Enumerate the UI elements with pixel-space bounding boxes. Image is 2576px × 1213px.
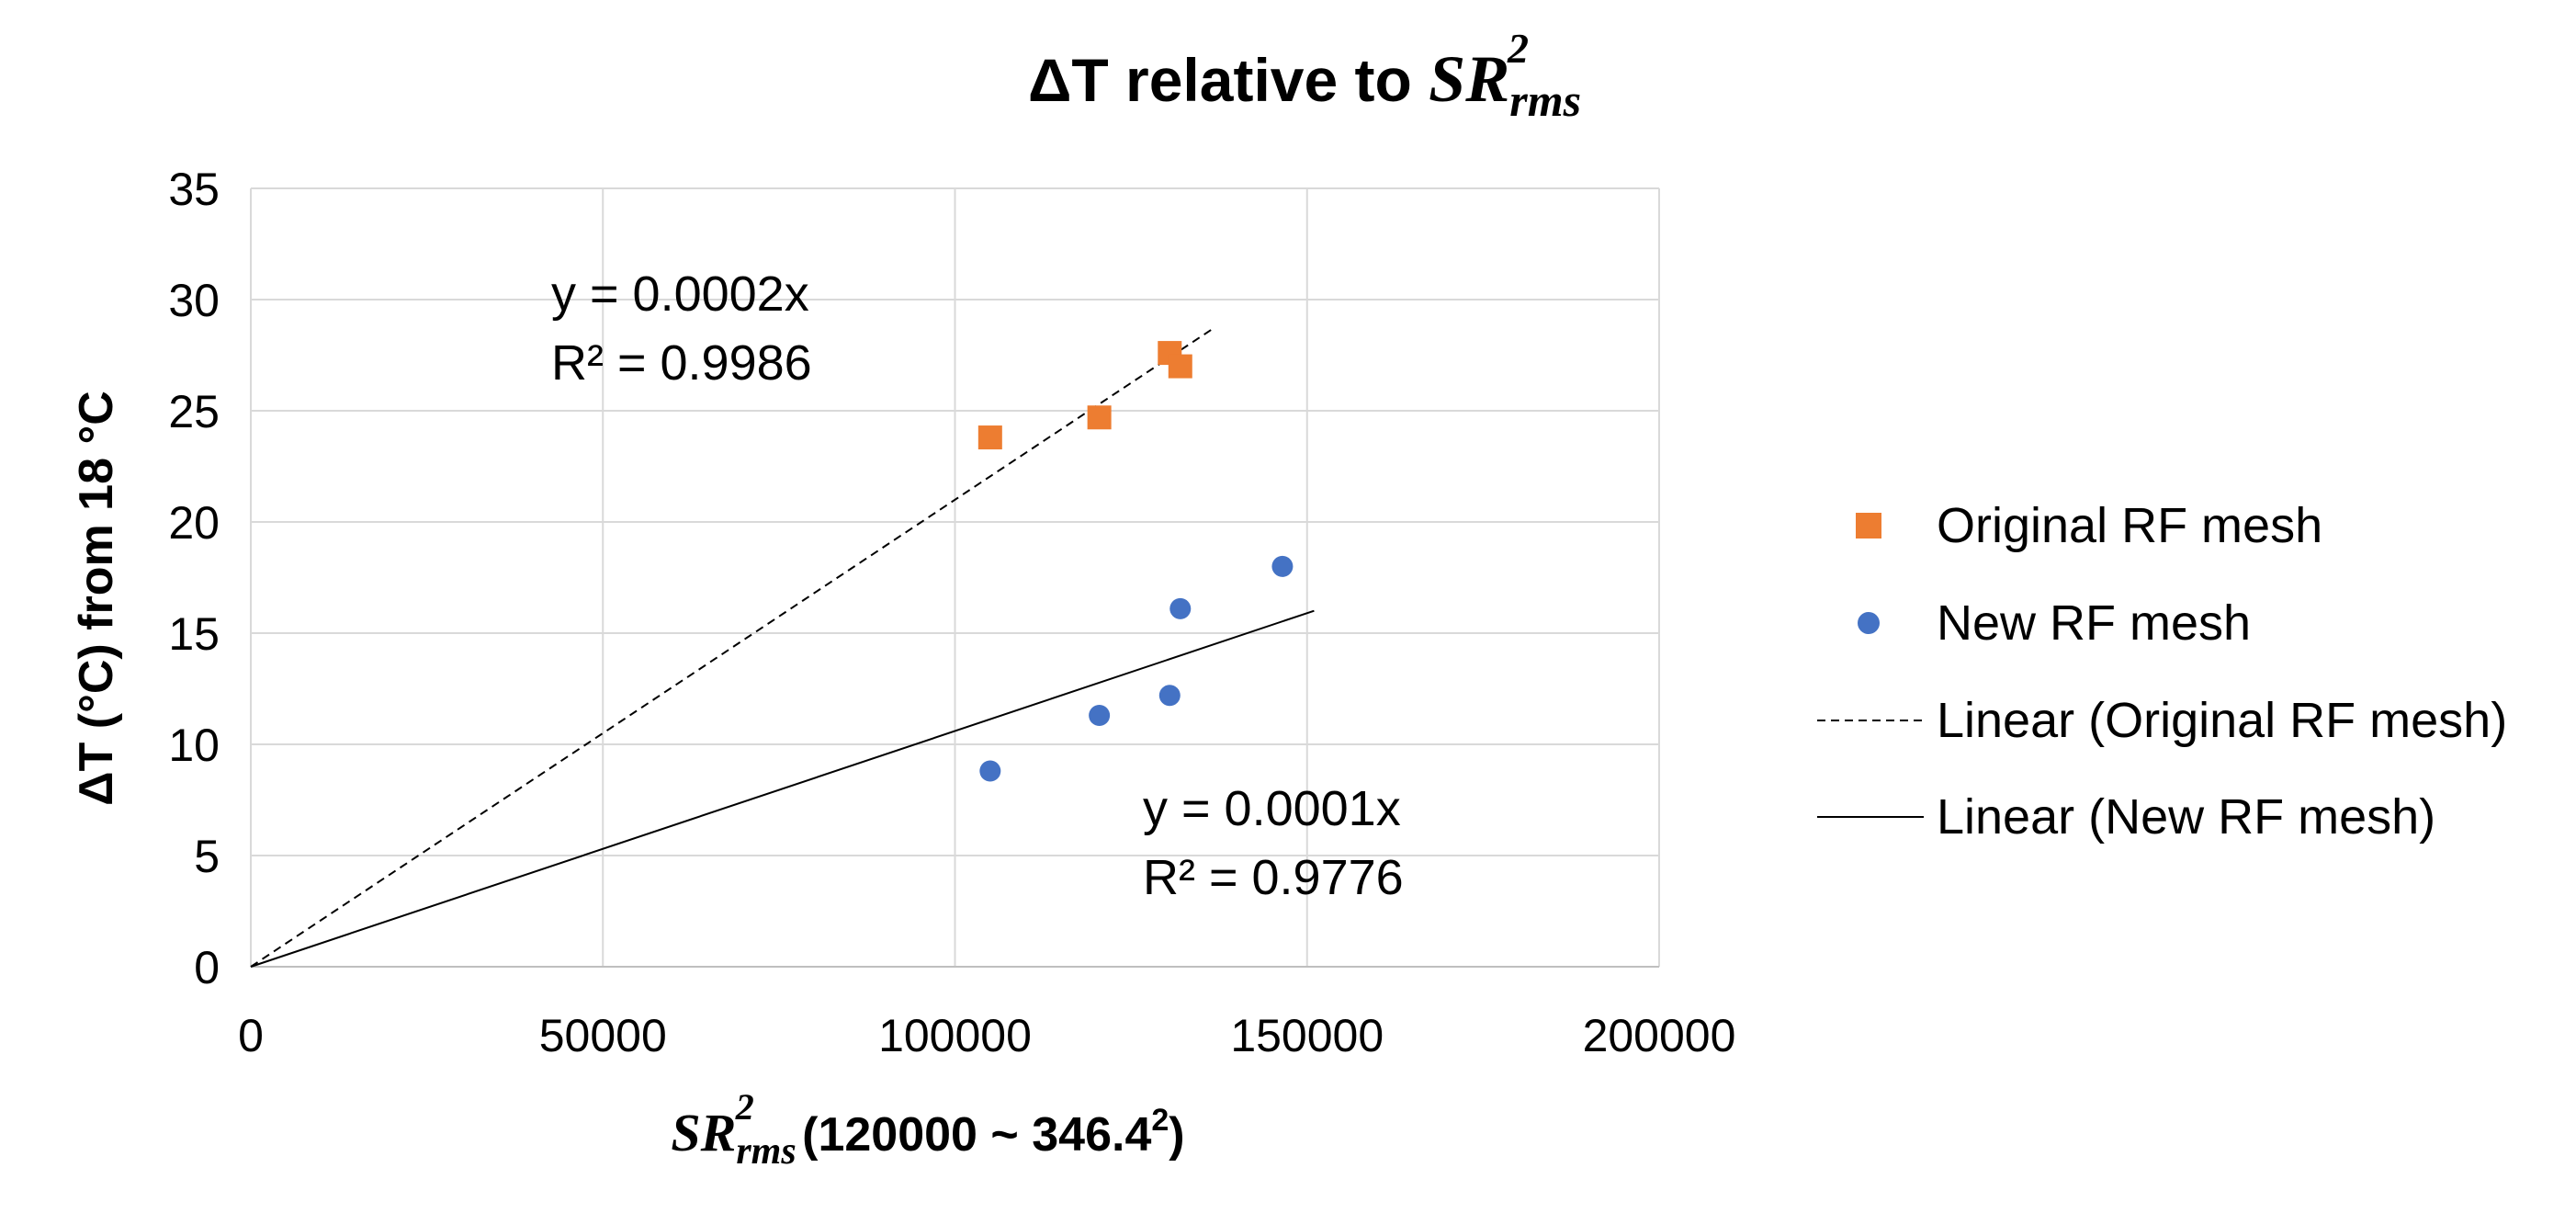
- chart-title-math-base: SR: [1429, 42, 1509, 116]
- trendline-new: [250, 609, 1315, 968]
- equation-new: y = 0.0001x: [1143, 781, 1401, 836]
- chart-title-math-sub: rms: [1509, 74, 1581, 126]
- chart-title-math-sup: 2: [1507, 25, 1529, 72]
- y-axis-label: ΔT (°C) from 18 °C: [70, 391, 123, 806]
- r2-new: R² = 0.9776: [1143, 850, 1404, 905]
- legend-label-new-trend: Linear (New RF mesh): [1937, 789, 2435, 845]
- y-tick-label: 10: [168, 720, 220, 771]
- y-tick-label: 35: [168, 164, 220, 215]
- chart-title: ΔT relative to SRrms2: [1028, 25, 1581, 126]
- point-original-rf-mesh: [1168, 354, 1192, 379]
- y-tick-label: 25: [168, 386, 220, 437]
- axes: [250, 188, 1659, 968]
- equation-original: y = 0.0002x: [551, 266, 809, 322]
- chart-title-prefix: ΔT relative to: [1028, 46, 1429, 114]
- x-axis-label-suffix-sup: 2: [1151, 1103, 1169, 1138]
- r2-original: R² = 0.9986: [551, 335, 812, 391]
- point-new-rf-mesh: [1089, 705, 1111, 727]
- y-tick-label: 15: [168, 608, 220, 660]
- y-tick-label: 30: [168, 275, 220, 326]
- point-new-rf-mesh: [1271, 555, 1294, 577]
- x-tick-label: 150000: [1230, 1010, 1384, 1061]
- x-axis-label-math-sub: rms: [736, 1130, 796, 1173]
- point-new-rf-mesh: [1158, 685, 1181, 707]
- legend-marker-original: [1856, 513, 1881, 538]
- legend-label-new: New RF mesh: [1937, 595, 2251, 651]
- x-tick-label: 100000: [878, 1010, 1032, 1061]
- legend-label-original: Original RF mesh: [1937, 498, 2322, 553]
- trendlines: [250, 325, 1315, 968]
- y-tick-label: 20: [168, 497, 220, 549]
- legend-label-original-trend: Linear (Original RF mesh): [1937, 693, 2507, 748]
- x-tick-label: 200000: [1583, 1010, 1736, 1061]
- tick-labels: 0 5 10 15 20 25 30 35 0 50000 100000 150000 200000: [168, 164, 1735, 1061]
- y-tick-label: 5: [194, 831, 220, 882]
- point-original-rf-mesh: [1087, 405, 1112, 430]
- legend: Original RF mesh New RF mesh Linear (Ori…: [1817, 498, 2507, 845]
- gridlines: [251, 187, 1660, 967]
- x-axis-label: SRrms2 (120000 ~ 346.42): [671, 1086, 1184, 1173]
- legend-marker-new: [1858, 612, 1880, 634]
- point-new-rf-mesh: [979, 760, 1001, 782]
- x-tick-label: 0: [238, 1010, 264, 1061]
- point-original-rf-mesh: [977, 425, 1002, 450]
- annotation-new: y = 0.0001x R² = 0.9776: [1143, 781, 1404, 905]
- x-axis-label-suffix: (120000 ~ 346.4: [789, 1108, 1152, 1162]
- point-new-rf-mesh: [1169, 597, 1192, 619]
- trendline-original: [250, 325, 1216, 968]
- data-points: [977, 341, 1294, 782]
- annotation-original: y = 0.0002x R² = 0.9986: [551, 266, 812, 391]
- x-axis-label-math-base: SR: [671, 1103, 736, 1162]
- y-tick-label: 0: [194, 942, 220, 993]
- x-axis-label-suffix-end: ): [1169, 1108, 1184, 1162]
- x-tick-label: 50000: [539, 1010, 667, 1061]
- x-axis-label-math-sup: 2: [735, 1086, 754, 1128]
